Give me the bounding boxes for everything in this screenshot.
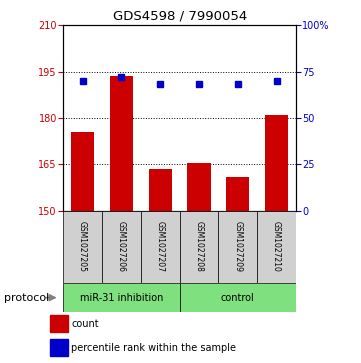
Bar <box>63 211 102 283</box>
Text: miR-31 inhibition: miR-31 inhibition <box>80 293 163 303</box>
Text: GDS4598 / 7990054: GDS4598 / 7990054 <box>113 9 248 22</box>
Bar <box>110 76 133 211</box>
Text: protocol: protocol <box>4 293 49 303</box>
Text: control: control <box>221 293 255 303</box>
Bar <box>180 283 296 312</box>
Bar <box>226 177 249 211</box>
Bar <box>50 315 68 332</box>
Text: GSM1027208: GSM1027208 <box>195 221 204 272</box>
Bar <box>265 115 288 211</box>
Bar <box>141 211 180 283</box>
Text: GSM1027209: GSM1027209 <box>233 221 242 272</box>
Text: count: count <box>71 319 99 329</box>
Text: percentile rank within the sample: percentile rank within the sample <box>71 343 236 352</box>
Bar <box>218 211 257 283</box>
Bar <box>63 283 180 312</box>
Bar <box>50 339 68 356</box>
Bar <box>180 211 218 283</box>
Bar <box>187 163 211 211</box>
Text: GSM1027207: GSM1027207 <box>156 221 165 272</box>
Text: GSM1027210: GSM1027210 <box>272 221 281 272</box>
Bar <box>102 211 141 283</box>
Text: GSM1027206: GSM1027206 <box>117 221 126 272</box>
Text: GSM1027205: GSM1027205 <box>78 221 87 272</box>
Bar <box>71 132 94 211</box>
Bar <box>257 211 296 283</box>
Bar <box>149 169 172 211</box>
